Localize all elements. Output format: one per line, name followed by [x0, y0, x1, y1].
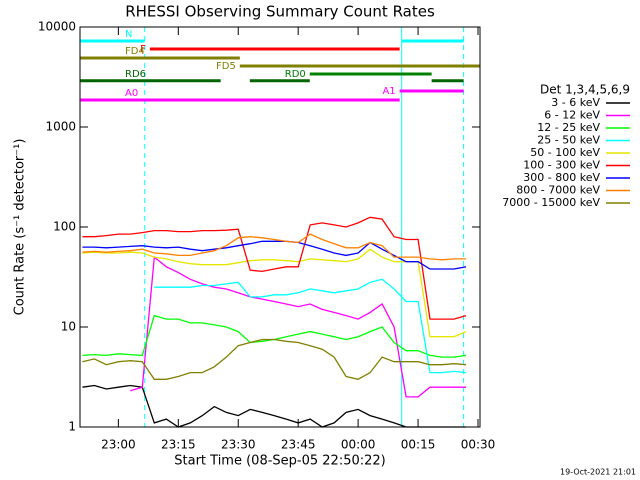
flag-label: RD6 — [125, 69, 146, 80]
footer: 19-Oct-2021 21:01 — [560, 468, 636, 477]
flag-label: F — [140, 44, 146, 55]
data-line — [82, 233, 466, 261]
flag-label: FD4 — [125, 46, 145, 57]
data-line — [82, 248, 467, 338]
x-tick-label: 23:00 — [101, 438, 136, 452]
legend-label: 6 - 12 keV — [544, 109, 600, 122]
x-axis-label: Start Time (08-Sep-05 22:50:22) — [174, 454, 385, 469]
x-tick-label: 23:30 — [221, 438, 256, 452]
y-tick-label: 10 — [61, 320, 76, 334]
x-tick-label: 00:15 — [401, 438, 436, 452]
legend-label: 100 - 300 keV — [523, 159, 600, 172]
legend-title: Det 1,3,4,5,6,9 — [540, 83, 630, 97]
legend-label: 800 - 7000 keV — [516, 184, 600, 197]
y-tick-label: 1 — [68, 420, 76, 434]
x-tick-label: 23:15 — [161, 438, 196, 452]
legend-label: 25 - 50 keV — [537, 134, 600, 147]
data-line — [130, 255, 466, 398]
data-line — [82, 384, 466, 428]
flag-label: A0 — [125, 88, 138, 99]
data-line — [154, 278, 467, 374]
chart-title: RHESSI Observing Summary Count Rates — [125, 3, 435, 21]
data-line — [82, 216, 467, 320]
y-axis-label: Count Rate (s⁻¹ detector⁻¹) — [13, 139, 28, 316]
x-tick-label: 00:30 — [461, 438, 496, 452]
flag-label: A1 — [382, 86, 395, 97]
x-tick-label: 00:00 — [341, 438, 376, 452]
y-tick-label: 10000 — [38, 20, 76, 34]
legend-label: 3 - 6 keV — [551, 96, 600, 109]
legend-label: 12 - 25 keV — [537, 121, 600, 134]
data-line — [82, 338, 467, 380]
flag-label: FD5 — [216, 61, 236, 72]
legend-label: 50 - 100 keV — [530, 146, 600, 159]
y-tick-label: 100 — [53, 220, 76, 234]
legend-label: 300 - 800 keV — [523, 171, 600, 184]
flag-label: RD0 — [285, 69, 306, 80]
x-tick-label: 23:45 — [281, 438, 316, 452]
y-tick-label: 1000 — [45, 120, 76, 134]
flag-label: N — [125, 29, 132, 40]
data-line — [82, 240, 467, 270]
legend-label: 7000 - 15000 keV — [502, 196, 600, 209]
